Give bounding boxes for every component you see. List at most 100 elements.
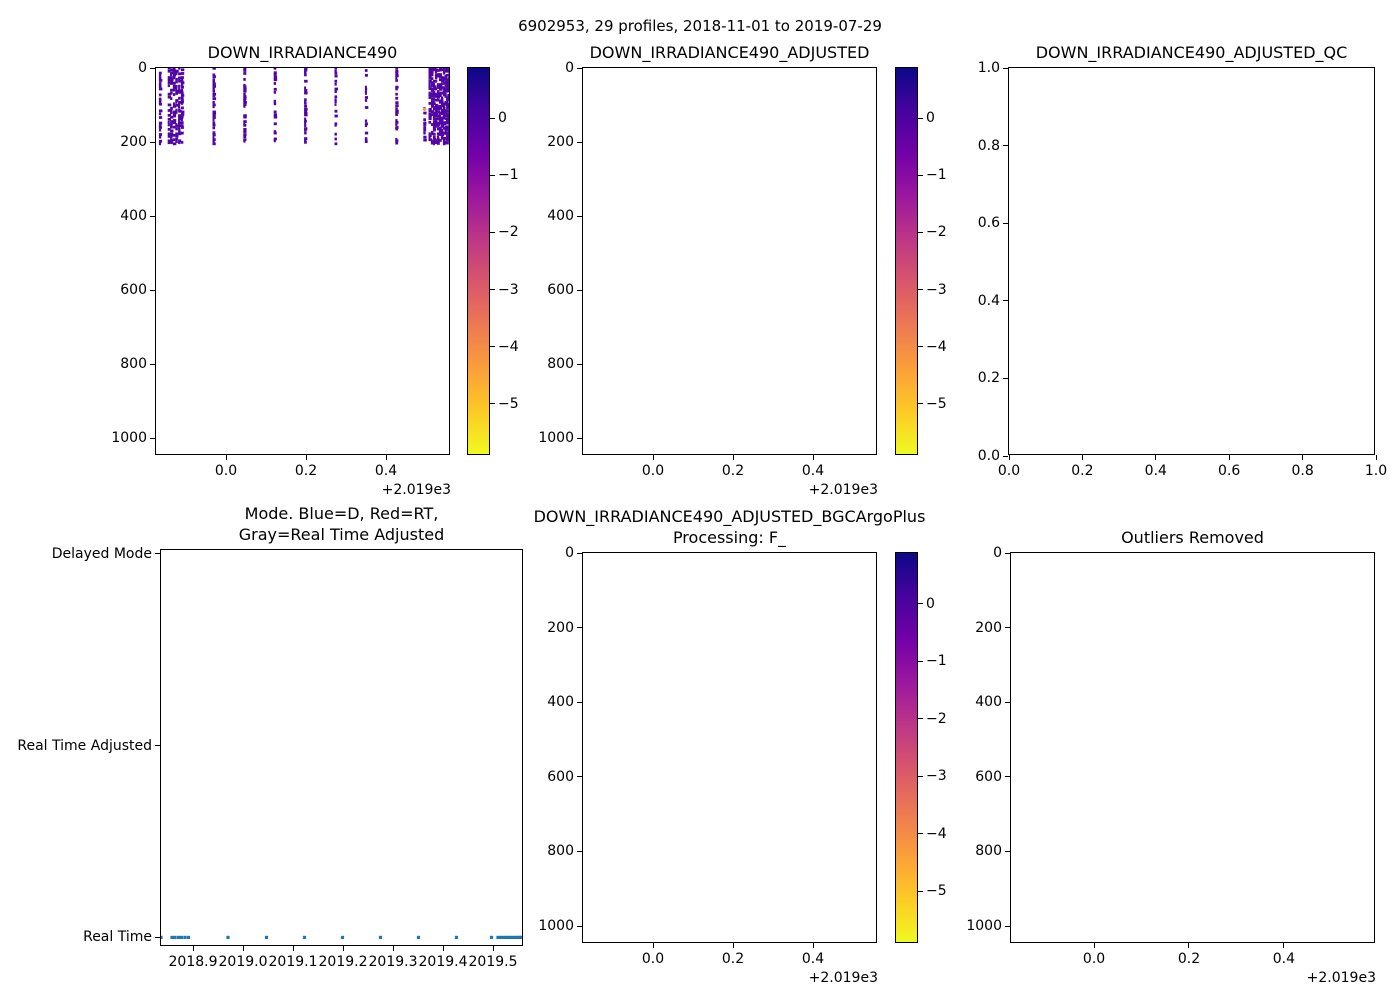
- profile-dot: [172, 86, 177, 90]
- profile-dot: [170, 91, 173, 95]
- mode-dot: [378, 935, 383, 940]
- colorbar-tick-mark: [490, 346, 495, 348]
- profile-dot: [304, 102, 307, 105]
- profile-dot: [428, 93, 433, 97]
- profile-dot: [434, 108, 438, 112]
- outlier-dot: [423, 107, 427, 111]
- profile-dot: [273, 82, 277, 85]
- profile-dot: [438, 114, 441, 118]
- axes-title: DOWN_IRRADIANCE490_ADJUSTED_QC: [1035, 42, 1348, 62]
- profile-dot: [436, 135, 440, 139]
- mode-dot: [504, 935, 508, 940]
- profile-dot: [180, 91, 184, 95]
- profile-dot: [167, 113, 172, 117]
- x-tick-mark: [652, 455, 654, 460]
- profile-dot: [178, 89, 182, 93]
- profile-dot: [180, 76, 184, 79]
- mode-dot: [501, 935, 506, 940]
- profile-dot: [172, 112, 177, 116]
- profile-dot: [428, 91, 431, 95]
- profile-dot: [446, 121, 449, 125]
- profile-dot: [158, 93, 162, 97]
- profile-dot: [438, 78, 442, 82]
- profile-dot: [273, 102, 277, 106]
- profile-dot: [447, 84, 449, 88]
- profile-dot: [170, 139, 174, 142]
- profile-dot: [395, 69, 399, 73]
- profile-dot: [448, 126, 449, 129]
- profile-dot: [170, 124, 173, 128]
- profile-dot: [304, 70, 307, 74]
- profile-dot: [212, 78, 215, 82]
- profile-dot: [432, 132, 436, 136]
- profile-dot: [178, 96, 181, 100]
- profile-dot: [212, 136, 215, 139]
- profile-dot: [434, 117, 438, 121]
- profile-dot: [180, 121, 184, 125]
- profile-dot: [158, 112, 162, 116]
- profile-dot: [440, 136, 444, 140]
- profile-dot: [273, 68, 277, 70]
- x-tick-mark: [442, 946, 444, 951]
- profile-dot: [175, 77, 178, 81]
- profile-dot: [170, 79, 174, 83]
- profile-dot: [430, 68, 434, 70]
- profile-dot: [158, 101, 162, 105]
- y-tick-label: 0.6: [977, 215, 1000, 232]
- profile-dot: [447, 113, 449, 117]
- profile-dot: [304, 71, 307, 75]
- colorbar-tick-mark: [918, 289, 923, 291]
- profile-dot: [430, 110, 435, 113]
- profile-dot: [440, 82, 443, 86]
- profile-dot: [395, 127, 398, 131]
- scatter-points: [1011, 553, 1374, 942]
- profile-dot: [395, 76, 398, 80]
- profile-dot: [334, 114, 338, 118]
- profile-dot: [448, 97, 449, 101]
- x-tick-label: 0.2: [1177, 951, 1201, 967]
- profile-dot: [436, 86, 441, 89]
- x-tick-mark: [392, 946, 394, 951]
- profile-dot: [436, 121, 440, 125]
- profile-dot: [158, 135, 162, 139]
- profile-dot: [180, 115, 184, 119]
- colorbar-tick-mark: [918, 117, 923, 119]
- profile-dot: [304, 79, 308, 83]
- y-tick-mark: [577, 925, 582, 927]
- profile-dot: [444, 100, 449, 104]
- profile-dot: [434, 76, 438, 80]
- x-tick-label: 2019.4: [418, 954, 468, 970]
- profile-dot: [304, 110, 307, 113]
- profile-dot: [430, 113, 435, 116]
- profile-dot: [170, 97, 173, 101]
- profile-dot: [448, 104, 449, 108]
- profile-dot: [212, 87, 215, 91]
- y-tick-label: 0: [138, 60, 147, 76]
- profile-dot: [440, 124, 445, 128]
- x-tick-label: 0.4: [1144, 463, 1167, 479]
- profile-dot: [395, 96, 399, 100]
- profile-dot: [432, 126, 437, 130]
- profile-dot: [395, 137, 398, 141]
- profile-dot: [440, 104, 444, 108]
- profile-dot: [444, 77, 448, 81]
- profile-dot: [180, 96, 184, 100]
- profile-dot: [434, 95, 438, 98]
- colorbar-tick-mark: [918, 174, 923, 176]
- scatter-points: [158, 68, 449, 146]
- profile-dot: [448, 68, 449, 70]
- profile-dot: [438, 111, 443, 115]
- profile-dot: [444, 85, 448, 88]
- profile-dot: [436, 93, 440, 97]
- profile-dot: [423, 123, 427, 126]
- profile-dot: [440, 128, 444, 132]
- profile-dot: [304, 98, 307, 102]
- profile-dot: [447, 105, 449, 109]
- y-tick-mark: [1005, 552, 1010, 554]
- profile-dot: [446, 87, 449, 91]
- profile-dot: [432, 102, 436, 106]
- profile-dot: [444, 102, 448, 106]
- profile-dot: [158, 82, 162, 85]
- profile-dot: [448, 136, 449, 140]
- profile-dot: [395, 71, 399, 75]
